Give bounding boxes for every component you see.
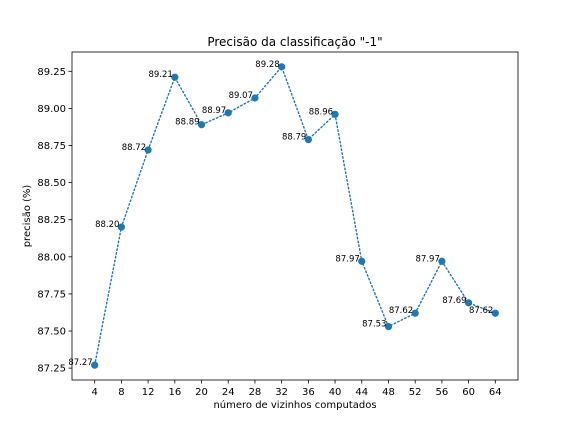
x-tick-label: 8	[118, 387, 124, 398]
x-tick-label: 56	[436, 387, 449, 398]
y-tick-label: 88.00	[37, 252, 66, 263]
data-point	[117, 223, 126, 231]
data-point	[358, 257, 366, 265]
y-tick-label: 89.25	[37, 67, 66, 78]
data-point	[411, 309, 419, 317]
x-tick-label: 52	[409, 387, 422, 398]
data-point	[491, 309, 499, 317]
x-tick-label: 36	[302, 387, 315, 398]
data-label: 87.69	[442, 296, 466, 306]
x-tick-label: 28	[249, 387, 262, 398]
data-point	[197, 121, 206, 129]
data-point	[331, 110, 339, 118]
data-point	[91, 361, 99, 369]
data-point	[251, 94, 259, 102]
x-tick-label: 12	[142, 387, 155, 398]
data-label: 89.28	[255, 60, 279, 70]
data-label: 88.72	[122, 143, 146, 153]
data-point	[144, 146, 152, 154]
y-tick-label: 87.25	[37, 364, 66, 375]
data-point	[304, 135, 312, 144]
data-label: 89.07	[229, 91, 253, 101]
data-point	[438, 257, 446, 265]
series-line	[93, 65, 496, 366]
data-point	[464, 299, 473, 307]
data-point	[278, 63, 286, 71]
data-label: 87.97	[335, 254, 359, 264]
data-label: 88.79	[282, 133, 306, 143]
data-label: 88.89	[175, 118, 199, 128]
data-label: 88.97	[202, 106, 226, 116]
x-tick-label: 24	[222, 387, 235, 398]
data-label: 87.62	[389, 306, 413, 316]
y-tick-label: 87.75	[37, 289, 66, 300]
data-label: 89.21	[148, 70, 172, 80]
plot-area: 4 8 12 16 20 24 28 32 36 40 44 48 52 56 60 6487.2587.50…	[37, 51, 519, 398]
y-tick-label: 87.50	[37, 327, 66, 338]
data-label: 88.96	[309, 107, 333, 117]
chart-title: Precisão da classificação "-1"	[207, 35, 382, 49]
plot-frame	[71, 51, 519, 381]
y-tick-label: 88.50	[37, 178, 66, 189]
x-tick-label: 64	[489, 387, 502, 398]
x-axis-label: número de vizinhos computados	[213, 399, 376, 411]
y-axis-label: precisão (%)	[22, 185, 33, 248]
y-tick-label: 88.25	[37, 215, 66, 226]
x-tick-label: 40	[329, 387, 342, 398]
data-point	[171, 73, 179, 81]
y-tick-label: 89.00	[37, 104, 66, 115]
x-tick-label: 20	[195, 387, 208, 398]
x-tick-label: 48	[382, 387, 395, 398]
data-label: 87.53	[362, 320, 386, 330]
data-label: 87.97	[416, 254, 440, 264]
x-tick-label: 4	[92, 387, 98, 398]
x-tick-label: 44	[355, 387, 368, 398]
x-tick-label: 32	[275, 387, 288, 398]
x-tick-label: 60	[462, 387, 475, 398]
data-label: 88.20	[95, 220, 119, 230]
x-tick-label: 16	[168, 387, 181, 398]
y-tick-label: 88.75	[37, 141, 66, 152]
data-point	[384, 322, 393, 331]
data-label: 87.27	[68, 358, 92, 368]
data-label: 87.62	[469, 306, 493, 316]
data-point	[224, 109, 232, 117]
